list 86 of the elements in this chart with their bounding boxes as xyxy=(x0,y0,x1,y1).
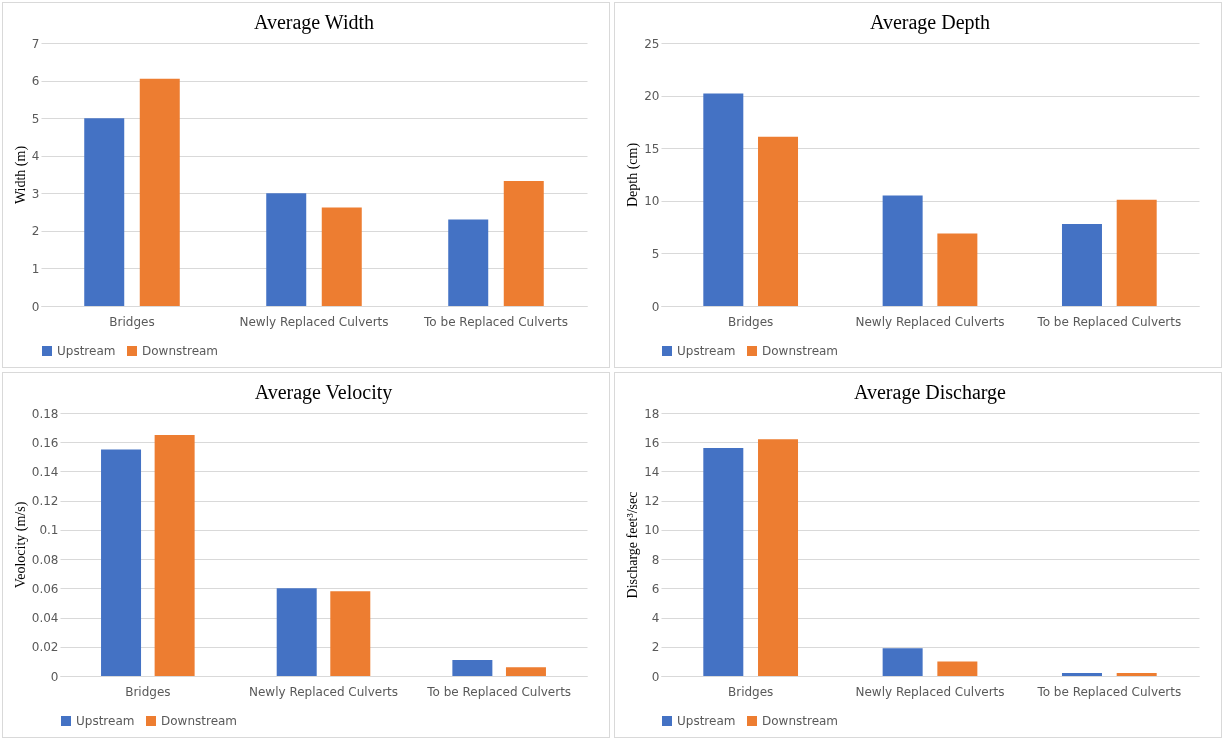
bar xyxy=(937,661,978,676)
bar xyxy=(1116,673,1157,676)
y-axis-title: Depth (cm) xyxy=(625,142,642,208)
y-tick-label: 10 xyxy=(644,523,660,538)
bar xyxy=(448,219,489,306)
y-tick-label: 0 xyxy=(50,669,59,684)
bar xyxy=(276,588,317,676)
bar xyxy=(758,136,799,306)
y-tick-label: 16 xyxy=(644,435,660,450)
y-tick-label: 7 xyxy=(31,36,40,51)
bar xyxy=(503,180,544,306)
chart-title: Average Discharge xyxy=(854,381,1007,404)
y-tick-label: 8 xyxy=(651,552,660,567)
legend-label: Upstream xyxy=(677,714,736,728)
bar xyxy=(882,648,923,676)
legend-label: Downstream xyxy=(762,344,839,358)
y-tick-label: 0.1 xyxy=(39,523,59,538)
bar xyxy=(1116,199,1157,306)
y-tick-label: 15 xyxy=(644,141,660,156)
y-axis-title: Width (m) xyxy=(12,145,29,205)
bar xyxy=(101,449,142,676)
y-tick-label: 0.02 xyxy=(31,640,59,655)
bar xyxy=(505,667,546,676)
y-tick-label: 20 xyxy=(644,89,660,104)
y-tick-label: 0.08 xyxy=(31,552,59,567)
y-tick-label: 0 xyxy=(651,669,660,684)
x-tick-label: To be Replaced Culverts xyxy=(1036,684,1182,699)
bar xyxy=(1061,223,1102,306)
bar xyxy=(266,193,307,306)
bar xyxy=(758,439,799,676)
x-tick-label: Bridges xyxy=(727,314,774,329)
y-tick-label: 2 xyxy=(651,640,660,655)
chart-title: Average Width xyxy=(253,11,375,34)
x-tick-label: Newly Replaced Culverts xyxy=(248,684,399,699)
x-tick-label: Newly Replaced Culverts xyxy=(239,314,389,329)
y-tick-label: 6 xyxy=(651,581,660,596)
bar xyxy=(321,207,362,306)
x-tick-label: To be Replaced Culverts xyxy=(423,314,568,329)
bar xyxy=(703,448,744,676)
legend-label: Upstream xyxy=(57,344,116,358)
y-tick-label: 12 xyxy=(644,494,660,509)
y-axis-title: Veolocity (m/s) xyxy=(12,501,29,589)
bar xyxy=(84,118,125,306)
y-tick-label: 4 xyxy=(31,149,40,164)
y-tick-label: 0.16 xyxy=(31,435,59,450)
bar xyxy=(139,78,180,306)
y-tick-label: 18 xyxy=(644,406,660,421)
bar xyxy=(882,195,923,306)
x-tick-label: To be Replaced Culverts xyxy=(426,684,572,699)
y-tick-label: 1 xyxy=(31,261,40,276)
x-tick-label: To be Replaced Culverts xyxy=(1036,314,1182,329)
y-tick-label: 5 xyxy=(31,111,40,126)
y-tick-label: 0.06 xyxy=(31,581,59,596)
y-tick-label: 14 xyxy=(644,464,660,479)
x-tick-label: Newly Replaced Culverts xyxy=(855,314,1005,329)
bar xyxy=(937,233,978,306)
bar xyxy=(452,659,493,676)
bar xyxy=(330,591,371,676)
bar xyxy=(154,434,195,676)
y-tick-label: 6 xyxy=(31,74,40,89)
y-tick-label: 4 xyxy=(651,611,660,626)
x-tick-label: Bridges xyxy=(727,684,774,699)
y-tick-label: 0 xyxy=(31,299,40,314)
legend-label: Upstream xyxy=(677,344,736,358)
y-tick-label: 3 xyxy=(31,186,40,201)
y-tick-label: 25 xyxy=(644,36,660,51)
legend-label: Downstream xyxy=(142,344,219,358)
legend-label: Downstream xyxy=(762,714,839,728)
y-tick-label: 0.04 xyxy=(31,611,59,626)
y-tick-label: 5 xyxy=(651,246,660,261)
y-tick-label: 0 xyxy=(651,299,660,314)
chart-title: Average Velocity xyxy=(254,381,393,404)
y-tick-label: 0.18 xyxy=(31,406,59,421)
y-axis-title: Discharge feet³/sec xyxy=(625,491,641,599)
y-tick-label: 10 xyxy=(644,194,660,209)
chart-title: Average Depth xyxy=(869,11,991,34)
x-tick-label: Bridges xyxy=(109,314,155,329)
legend-label: Upstream xyxy=(76,714,135,728)
legend-label: Downstream xyxy=(161,714,238,728)
y-tick-label: 2 xyxy=(31,224,40,239)
bar xyxy=(703,93,744,306)
x-tick-label: Newly Replaced Culverts xyxy=(855,684,1005,699)
y-tick-label: 0.12 xyxy=(31,494,59,509)
bar xyxy=(1061,673,1102,676)
y-tick-label: 0.14 xyxy=(31,464,59,479)
x-tick-label: Bridges xyxy=(125,684,171,699)
